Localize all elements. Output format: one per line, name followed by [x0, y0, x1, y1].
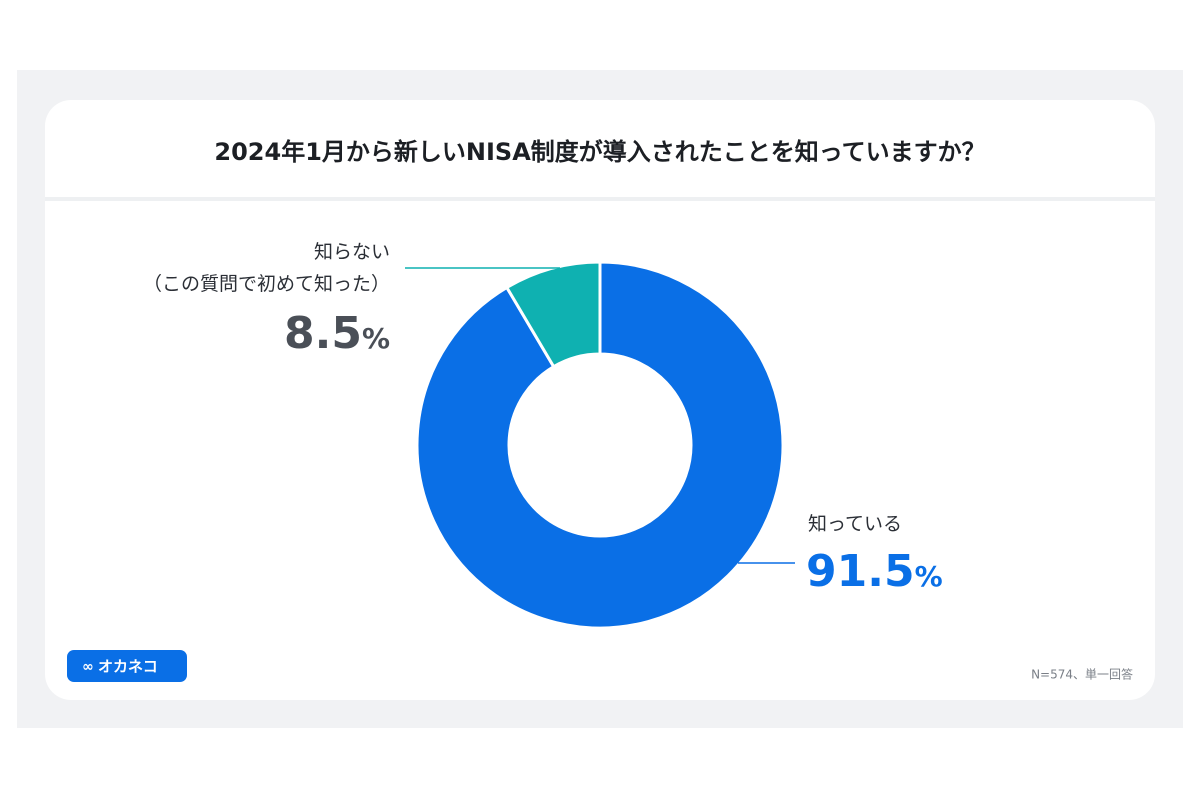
value-label: 8.5%: [283, 308, 390, 359]
donut-segment: [504, 260, 602, 369]
brand-name: オカネコ: [98, 658, 158, 676]
brand-logo: [67, 650, 187, 682]
divider: [45, 197, 1155, 201]
chart-title: 2024年1月から新しいNISA制度が導入されたことを知っていますか？: [214, 138, 985, 166]
note: N=574、単一回答: [1031, 667, 1133, 682]
value-label: 91.5%: [806, 546, 943, 597]
category-label: 知っている: [808, 513, 903, 535]
logo-icon: ∞: [82, 659, 94, 675]
donut-segment: [415, 260, 785, 630]
category-label: 知らない （この質問で初めて知った）: [142, 241, 390, 295]
